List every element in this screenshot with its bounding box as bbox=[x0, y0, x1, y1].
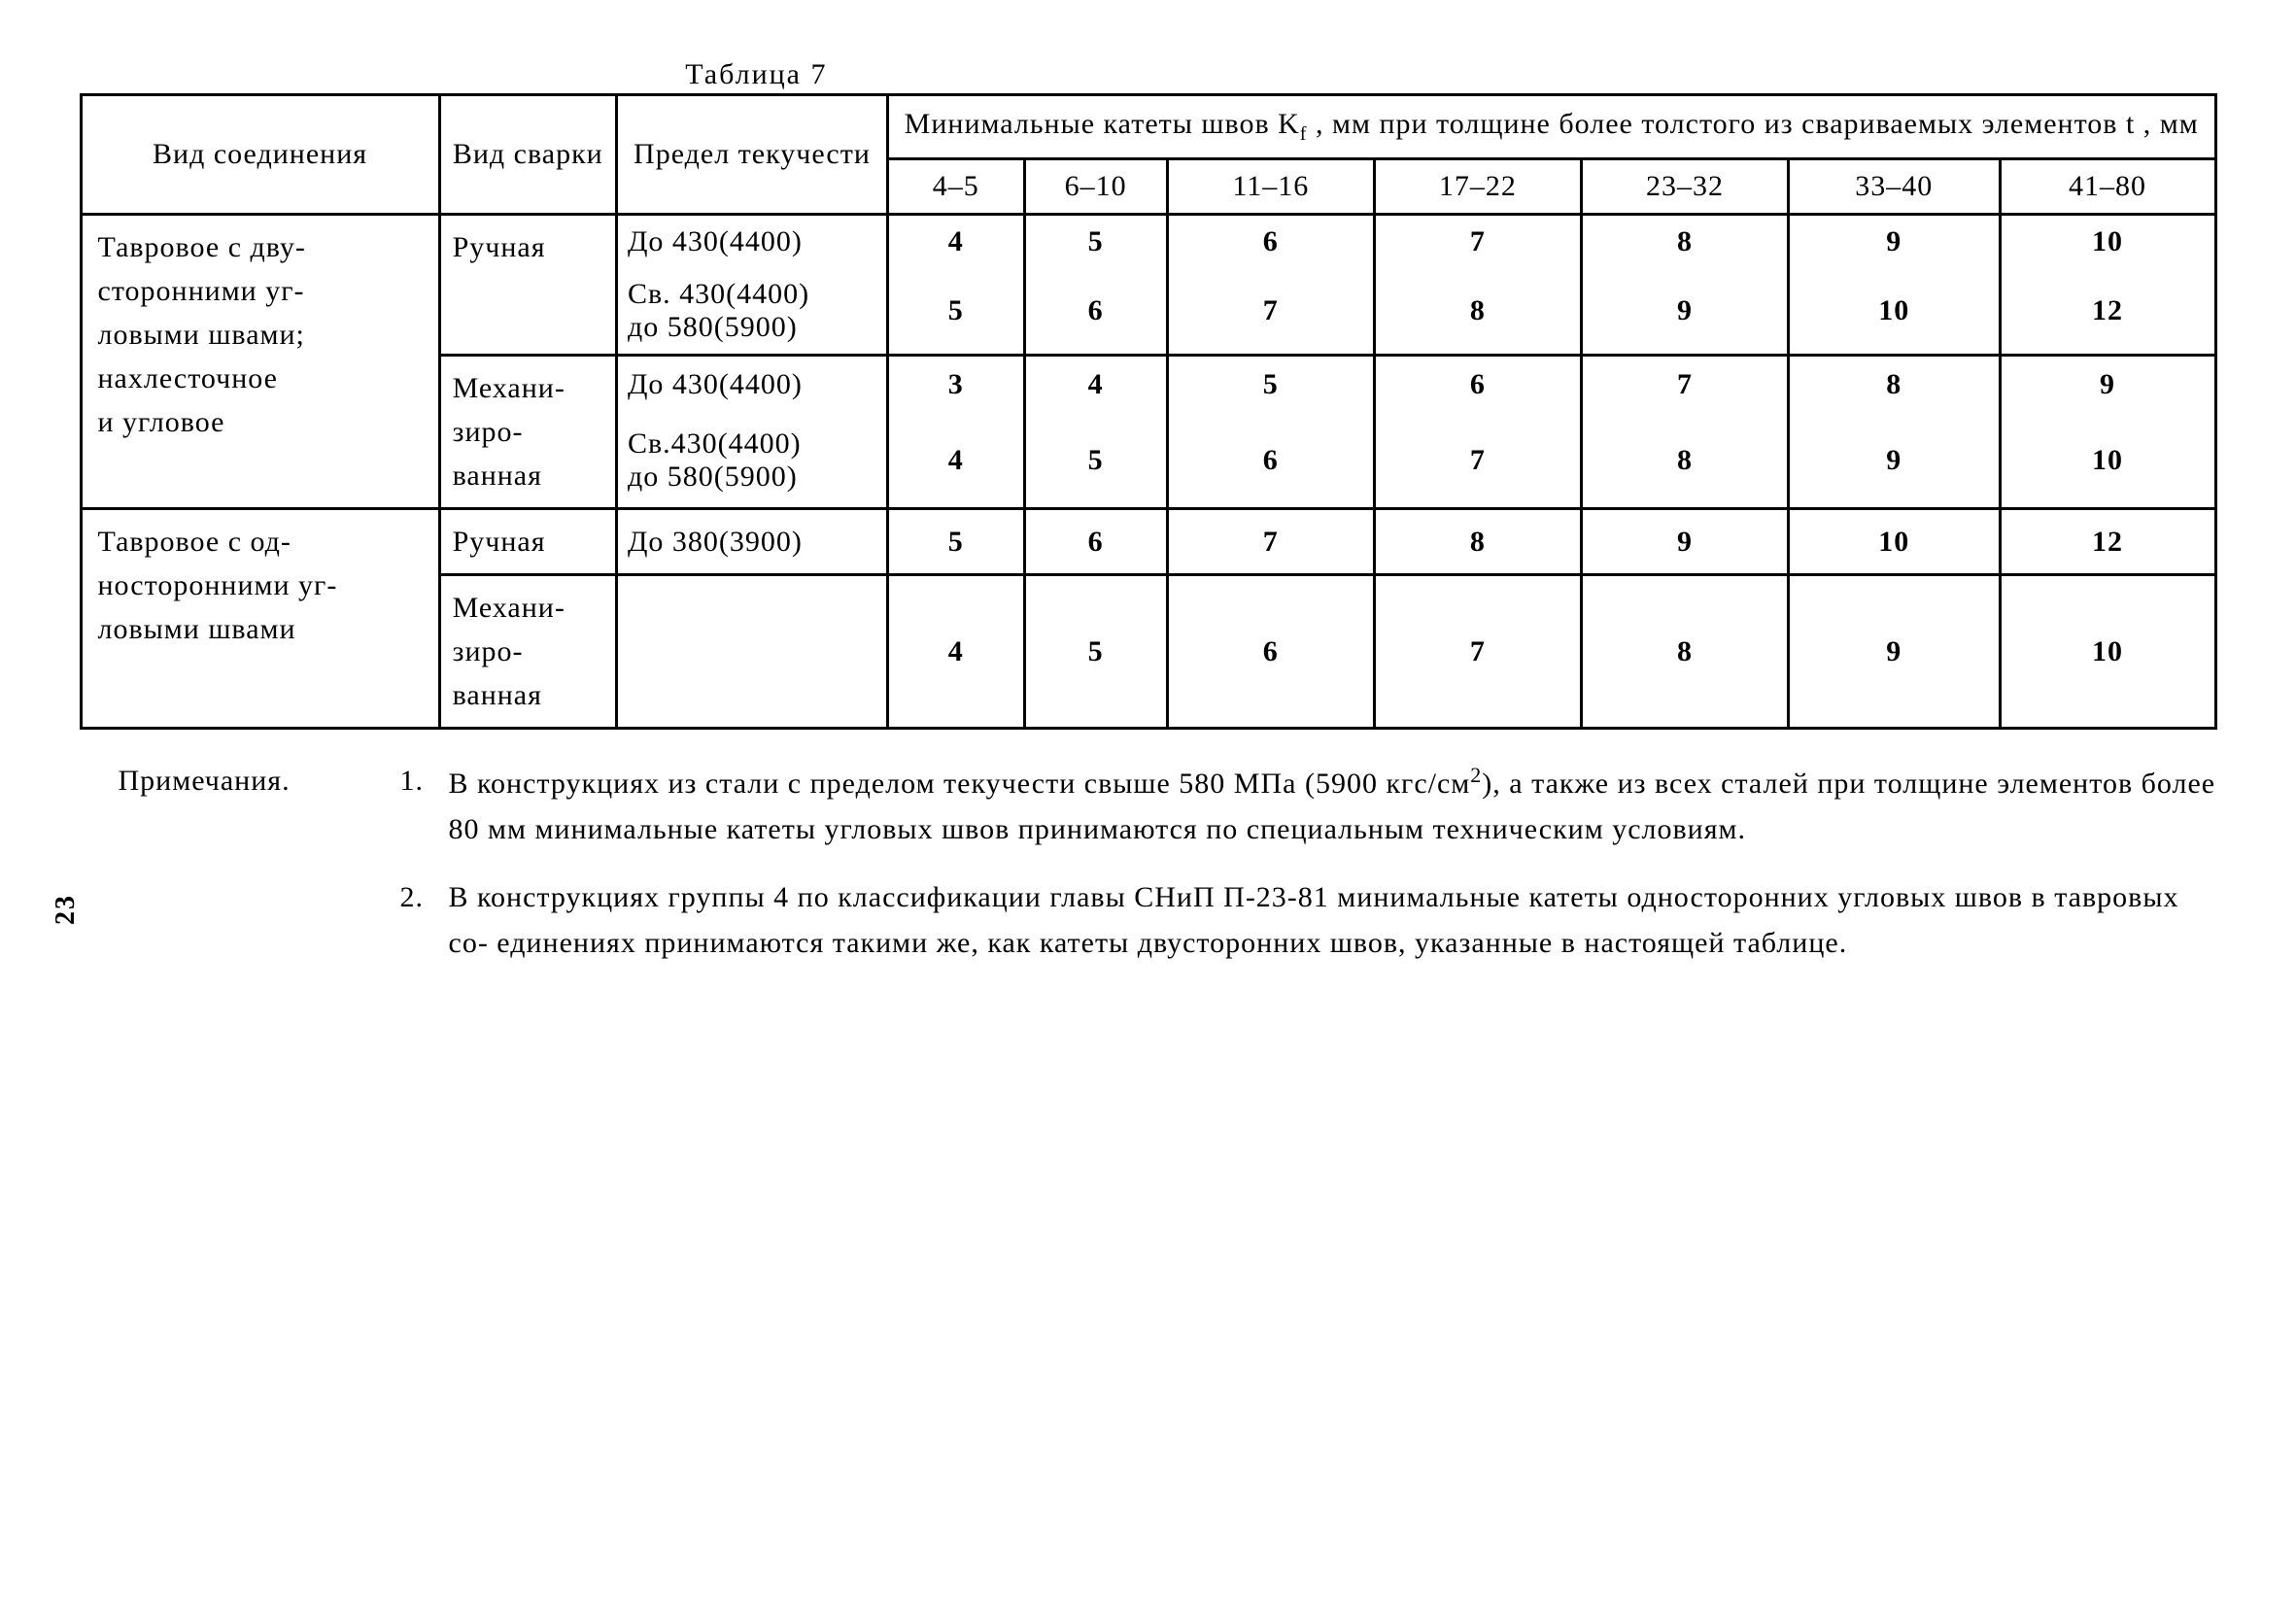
cell-val: 8 bbox=[1581, 414, 1788, 509]
cell-yield: До 430(4400) bbox=[616, 356, 887, 414]
th-range-0: 4–5 bbox=[887, 159, 1024, 215]
cell-yield bbox=[616, 575, 887, 729]
cell-val: 6 bbox=[1024, 268, 1167, 356]
cell-val: 8 bbox=[1789, 356, 2001, 414]
cell-joint-2: Тавровое с од-носторонними уг-ловыми шва… bbox=[81, 509, 439, 729]
table-header-row-1: Вид соединения Вид сварки Предел текучес… bbox=[81, 95, 2215, 159]
cell-val: 12 bbox=[2000, 509, 2215, 575]
cell-val: 6 bbox=[1024, 509, 1167, 575]
th-range-1: 6–10 bbox=[1024, 159, 1167, 215]
cell-val: 7 bbox=[1167, 509, 1374, 575]
cell-val: 6 bbox=[1374, 356, 1581, 414]
cell-yield: Св. 430(4400)до 580(5900) bbox=[616, 268, 887, 356]
th-range-6: 41–80 bbox=[2000, 159, 2215, 215]
cell-val: 9 bbox=[1789, 414, 2001, 509]
cell-val: 5 bbox=[1024, 215, 1167, 269]
cell-weld-manual: Ручная bbox=[439, 215, 616, 356]
cell-val: 8 bbox=[1374, 268, 1581, 356]
cell-joint-1: Тавровое с дву-сторонними уг-ловыми швам… bbox=[81, 215, 439, 509]
cell-val: 5 bbox=[1024, 414, 1167, 509]
th-weld: Вид сварки bbox=[439, 95, 616, 215]
th-yield: Предел текучести bbox=[616, 95, 887, 215]
notes-lead: Примечания. bbox=[119, 759, 400, 852]
th-range-2: 11–16 bbox=[1167, 159, 1374, 215]
note-2: 2. В конструкциях группы 4 по классифика… bbox=[119, 875, 2217, 966]
th-span: Минимальные катеты швов Kf , мм при толщ… bbox=[887, 95, 2215, 159]
cell-val: 6 bbox=[1167, 414, 1374, 509]
cell-val: 7 bbox=[1374, 215, 1581, 269]
th-joint: Вид соединения bbox=[81, 95, 439, 215]
cell-val: 10 bbox=[1789, 509, 2001, 575]
cell-val: 4 bbox=[887, 215, 1024, 269]
cell-val: 5 bbox=[1167, 356, 1374, 414]
cell-val: 9 bbox=[2000, 356, 2215, 414]
cell-val: 4 bbox=[1024, 356, 1167, 414]
table-row: Тавровое с дву-сторонними уг-ловыми швам… bbox=[81, 215, 2215, 269]
cell-weld-mech: Механи-зиро-ванная bbox=[439, 356, 616, 509]
cell-val: 7 bbox=[1581, 356, 1788, 414]
notes-block: Примечания. 1. В конструкциях из стали с… bbox=[80, 759, 2217, 966]
cell-val: 6 bbox=[1167, 575, 1374, 729]
note-text: В конструкциях группы 4 по классификации… bbox=[449, 875, 2217, 966]
cell-yield: До 430(4400) bbox=[616, 215, 887, 269]
cell-val: 10 bbox=[2000, 215, 2215, 269]
cell-val: 9 bbox=[1581, 268, 1788, 356]
welding-table: Вид соединения Вид сварки Предел текучес… bbox=[80, 93, 2217, 730]
cell-val: 5 bbox=[1024, 575, 1167, 729]
table-caption: Таблица 7 bbox=[517, 58, 1527, 96]
cell-val: 12 bbox=[2000, 268, 2215, 356]
page-number: 23 bbox=[51, 894, 82, 925]
cell-val: 9 bbox=[1789, 575, 2001, 729]
cell-val: 5 bbox=[887, 509, 1024, 575]
cell-val: 4 bbox=[887, 414, 1024, 509]
cell-val: 8 bbox=[1581, 575, 1788, 729]
cell-val: 8 bbox=[1374, 509, 1581, 575]
cell-val: 4 bbox=[887, 575, 1024, 729]
note-text: В конструкциях из стали с пределом текуч… bbox=[449, 759, 2217, 852]
note-1: Примечания. 1. В конструкциях из стали с… bbox=[119, 759, 2217, 852]
th-range-4: 23–32 bbox=[1581, 159, 1788, 215]
cell-val: 7 bbox=[1374, 575, 1581, 729]
cell-val: 10 bbox=[1789, 268, 2001, 356]
cell-val: 6 bbox=[1167, 215, 1374, 269]
cell-weld-manual: Ручная bbox=[439, 509, 616, 575]
cell-yield: Св.430(4400)до 580(5900) bbox=[616, 414, 887, 509]
table-row: Тавровое с од-носторонними уг-ловыми шва… bbox=[81, 509, 2215, 575]
cell-val: 7 bbox=[1374, 414, 1581, 509]
cell-val: 5 bbox=[887, 268, 1024, 356]
cell-val: 7 bbox=[1167, 268, 1374, 356]
th-range-3: 17–22 bbox=[1374, 159, 1581, 215]
note-index: 2. bbox=[400, 875, 449, 966]
cell-weld-mech: Механи-зиро-ванная bbox=[439, 575, 616, 729]
cell-val: 9 bbox=[1581, 509, 1788, 575]
th-range-5: 33–40 bbox=[1789, 159, 2001, 215]
cell-val: 3 bbox=[887, 356, 1024, 414]
cell-val: 10 bbox=[2000, 414, 2215, 509]
cell-val: 9 bbox=[1789, 215, 2001, 269]
note-index: 1. bbox=[400, 759, 449, 852]
cell-val: 10 bbox=[2000, 575, 2215, 729]
cell-val: 8 bbox=[1581, 215, 1788, 269]
cell-yield: До 380(3900) bbox=[616, 509, 887, 575]
